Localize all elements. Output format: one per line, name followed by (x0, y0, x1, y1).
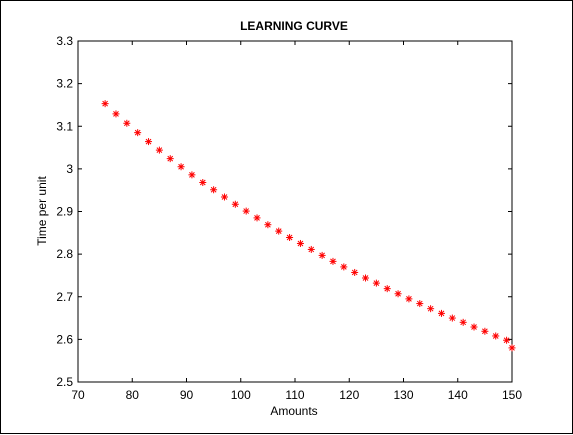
x-tick-label: 80 (126, 388, 140, 402)
y-tick-label: 2.7 (56, 290, 73, 304)
axes-box (77, 40, 513, 383)
chart-title: LEARNING CURVE (240, 19, 348, 33)
x-tick-label: 110 (285, 388, 304, 402)
data-point-marker (481, 327, 489, 335)
data-point-marker (210, 186, 218, 194)
data-point-marker (318, 251, 326, 259)
y-tick-label: 3 (66, 162, 73, 176)
y-tick-label: 3.3 (56, 34, 73, 48)
x-axis-ticks: 70 80 90 100 110 120 130 140 150 (71, 41, 522, 402)
y-tick-label: 3.2 (56, 77, 73, 91)
data-point-marker (275, 227, 283, 235)
data-point-marker (351, 268, 359, 276)
data-point-marker (220, 193, 228, 201)
data-point-marker (286, 234, 294, 242)
data-point-marker (155, 146, 163, 154)
data-point-marker (416, 300, 424, 308)
x-tick-label: 130 (393, 388, 413, 402)
y-tick-label: 3.1 (56, 119, 73, 133)
data-point-marker (503, 336, 511, 344)
x-tick-label: 90 (180, 388, 194, 402)
y-tick-label: 2.9 (56, 205, 73, 219)
x-axis-label: Amounts (270, 404, 317, 418)
data-point-marker (166, 155, 174, 163)
x-tick-label: 120 (339, 388, 359, 402)
data-point-marker (492, 332, 500, 340)
data-point-marker (199, 179, 207, 187)
data-point-marker (362, 274, 370, 282)
data-point-marker (459, 318, 467, 326)
data-point-marker (372, 279, 380, 287)
data-point-marker (101, 100, 109, 108)
y-tick-label: 2.8 (56, 247, 73, 261)
y-axis-ticks: 2.5 2.6 2.7 2.8 2.9 3 3.1 3.2 3.3 (56, 34, 512, 389)
data-point-marker (427, 305, 435, 313)
data-point-marker (340, 263, 348, 271)
data-point-marker (437, 309, 445, 317)
y-tick-label: 2.5 (56, 375, 73, 389)
data-point-marker (329, 257, 337, 265)
y-tick-label: 2.6 (56, 332, 73, 346)
data-point-marker (508, 344, 516, 352)
data-point-marker (383, 285, 391, 293)
data-point-marker (307, 245, 315, 253)
x-tick-label: 140 (448, 388, 468, 402)
data-markers (101, 100, 516, 352)
x-tick-label: 70 (71, 388, 85, 402)
x-tick-label: 150 (502, 388, 522, 402)
data-point-marker (394, 290, 402, 298)
data-point-marker (242, 207, 250, 215)
data-point-marker (123, 119, 131, 127)
data-point-marker (253, 214, 261, 222)
data-point-marker (231, 200, 239, 208)
data-point-marker (177, 163, 185, 171)
data-point-marker (405, 295, 413, 303)
data-point-marker (448, 314, 456, 322)
x-tick-label: 100 (231, 388, 251, 402)
data-point-marker (112, 110, 120, 118)
data-point-marker (264, 221, 272, 229)
data-point-marker (134, 129, 142, 137)
data-point-marker (470, 323, 478, 331)
y-axis-label: Time per unit (35, 176, 49, 246)
data-point-marker (296, 239, 304, 247)
data-point-marker (145, 138, 153, 146)
data-point-marker (188, 171, 196, 179)
